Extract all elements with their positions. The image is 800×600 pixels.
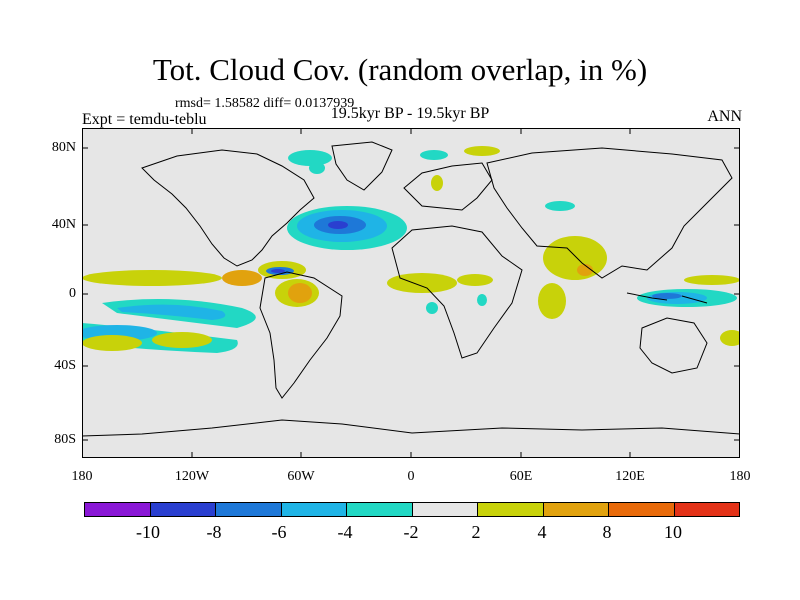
anomaly-patch — [271, 269, 285, 273]
season-label: ANN — [707, 108, 742, 125]
colorbar-label: -4 — [337, 522, 353, 542]
europe-coast — [403, 162, 493, 211]
colorbar-swatch — [347, 503, 413, 516]
colorbar-label: 2 — [471, 522, 481, 542]
lat-label-40s: 40S — [54, 358, 76, 373]
anomaly-patch — [431, 175, 443, 191]
colorbar-label: 4 — [537, 522, 547, 542]
colorbar-label: 10 — [664, 522, 682, 542]
world-map — [77, 128, 744, 458]
colorbar-swatch — [609, 503, 675, 516]
lon-label-180w: 180 — [71, 469, 93, 484]
lat-label-0: 0 — [69, 286, 76, 301]
anomaly-patch — [82, 270, 222, 286]
anomaly-patch — [477, 294, 487, 306]
lon-label-180e: 180 — [729, 469, 751, 484]
colorbar-swatch — [478, 503, 544, 516]
period-label: 19.5kyr BP - 19.5kyr BP — [330, 105, 490, 122]
lat-label-80n: 80N — [51, 140, 76, 155]
colorbar-swatch — [281, 503, 347, 516]
colorbar-label: -8 — [206, 522, 222, 542]
greenland-coast — [331, 141, 393, 191]
coastlines — [81, 141, 741, 437]
map-background — [82, 128, 740, 458]
anomaly-patch — [457, 274, 493, 286]
south-america-coast — [259, 271, 343, 399]
colorbar-label: 8 — [602, 522, 612, 542]
anomaly-patch — [328, 221, 348, 229]
anomaly-patch — [288, 150, 332, 166]
lat-label-80s: 80S — [54, 432, 76, 447]
colorbar-swatch — [150, 503, 216, 516]
north-america-coast — [141, 149, 315, 267]
colorbar-label: -6 — [271, 522, 287, 542]
lat-label-40n: 40N — [51, 217, 76, 232]
antarctica-coast — [81, 419, 741, 437]
anomaly-patch — [288, 283, 312, 303]
anomaly-patch — [117, 304, 226, 320]
anomaly-patch — [464, 146, 500, 156]
anomaly-patch — [684, 275, 740, 285]
colorbar-swatch — [216, 503, 282, 516]
anomaly-field — [77, 146, 744, 353]
colorbar — [84, 502, 740, 517]
map-frame — [82, 128, 740, 458]
anomaly-patch — [387, 273, 457, 293]
lon-label-120w: 120W — [174, 469, 210, 484]
experiment-label: Expt = temdu-teblu — [82, 111, 207, 128]
anomaly-patch — [543, 236, 607, 280]
indonesia-coast — [626, 292, 668, 301]
anomaly-patch — [82, 335, 142, 351]
anomaly-patch — [426, 302, 438, 314]
lon-label-60w: 60W — [287, 469, 315, 484]
asia-coast — [486, 147, 733, 279]
colorbar-label: -10 — [136, 522, 160, 542]
anomaly-patch — [652, 293, 682, 299]
africa-coast — [391, 225, 523, 359]
lon-label-0: 0 — [407, 469, 415, 484]
new-guinea-coast — [681, 295, 708, 304]
anomaly-patch — [152, 332, 212, 348]
lon-label-60e: 60E — [509, 469, 533, 484]
map-panel — [77, 128, 744, 458]
colorbar-swatch — [674, 503, 739, 516]
colorbar-swatch — [412, 503, 478, 516]
anomaly-patch — [538, 283, 566, 319]
anomaly-patch — [545, 201, 575, 211]
colorbar-label: -2 — [403, 522, 419, 542]
anomaly-patch — [420, 150, 448, 160]
lon-label-120e: 120E — [615, 469, 645, 484]
stats-line: rmsd= 1.58582 diff= 0.0137939 — [175, 96, 355, 111]
colorbar-swatch — [85, 503, 151, 516]
anomaly-patch — [720, 330, 744, 346]
colorbar-swatch — [543, 503, 609, 516]
anomaly-patch — [222, 270, 262, 286]
chart-title: Tot. Cloud Cov. (random overlap, in %) — [152, 52, 648, 87]
anomaly-patch — [577, 264, 593, 276]
anomaly-patch — [309, 162, 325, 174]
australia-coast — [639, 317, 708, 374]
